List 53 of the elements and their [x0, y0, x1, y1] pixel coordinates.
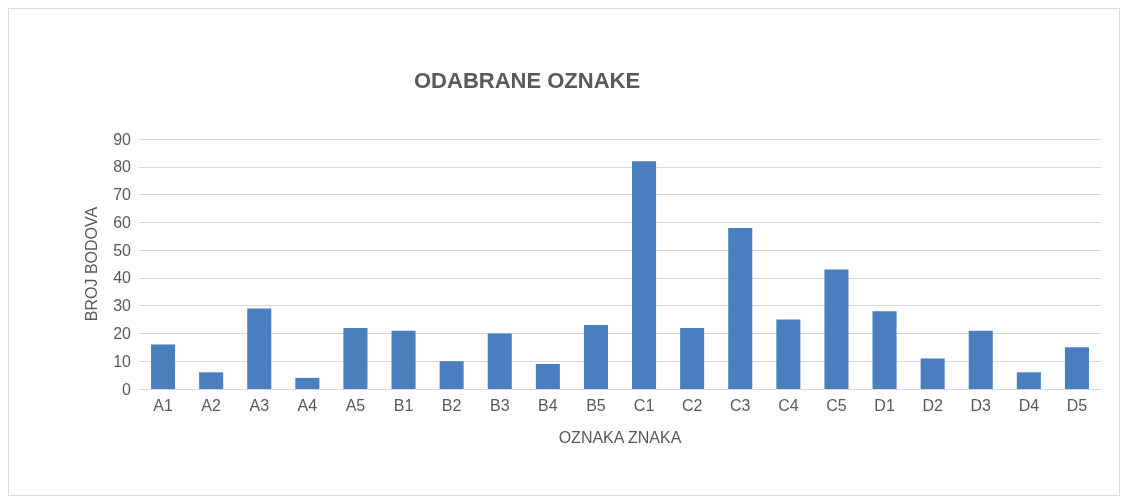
y-tick-label: 50	[113, 241, 132, 259]
bar	[1016, 372, 1041, 389]
bar	[535, 364, 560, 389]
x-tick-label: C4	[778, 396, 799, 414]
bar	[824, 269, 849, 389]
x-tick-label: D1	[874, 396, 895, 414]
x-tick-label: B2	[441, 396, 462, 414]
y-tick-label: 70	[113, 186, 132, 204]
y-tick-label: 60	[113, 213, 132, 231]
x-tick-label: C5	[826, 396, 847, 414]
bar	[343, 327, 368, 389]
bar	[728, 227, 753, 389]
x-tick-label: C3	[730, 396, 751, 414]
y-tick-label: 10	[113, 352, 132, 370]
bar	[247, 308, 272, 389]
y-axis-title: BROJ BODOVA	[82, 206, 100, 322]
x-tick-label: B4	[538, 396, 558, 414]
x-tick-label: A2	[201, 396, 222, 414]
x-tick-label: C1	[633, 396, 655, 414]
x-tick-label: C2	[681, 396, 703, 414]
x-tick-label: A1	[153, 396, 173, 414]
x-tick-label: A3	[249, 396, 270, 414]
x-axis-title: OZNAKA ZNAKA	[558, 428, 682, 446]
x-tick-label: A4	[297, 396, 318, 414]
y-tick-label: 30	[113, 297, 132, 315]
bar	[199, 372, 224, 389]
x-tick-label: D4	[1018, 396, 1040, 414]
bar	[632, 161, 657, 389]
bar	[968, 330, 993, 389]
bar	[1064, 347, 1089, 389]
bar	[151, 344, 176, 389]
y-tick-label: 80	[113, 158, 132, 176]
x-tick-label: D5	[1066, 396, 1088, 414]
x-tick-label: B1	[393, 396, 414, 414]
bar	[439, 361, 464, 389]
y-tick-label: 0	[122, 380, 132, 398]
bar	[295, 377, 320, 389]
x-tick-label: B3	[489, 396, 510, 414]
x-tick-label: B5	[586, 396, 606, 414]
chart-title: ODABRANE OZNAKE	[414, 67, 641, 93]
y-tick-label: 20	[113, 324, 132, 342]
bar	[776, 319, 801, 389]
bar	[680, 327, 705, 389]
y-tick-label: 40	[113, 269, 132, 287]
x-tick-label: A5	[345, 396, 366, 414]
bar	[583, 325, 608, 389]
bar	[487, 333, 512, 389]
x-tick-label: D3	[970, 396, 992, 414]
bar	[920, 358, 945, 389]
bar	[872, 311, 897, 389]
x-tick-label: D2	[922, 396, 943, 414]
bar	[391, 330, 416, 389]
y-tick-label: 90	[113, 130, 132, 148]
